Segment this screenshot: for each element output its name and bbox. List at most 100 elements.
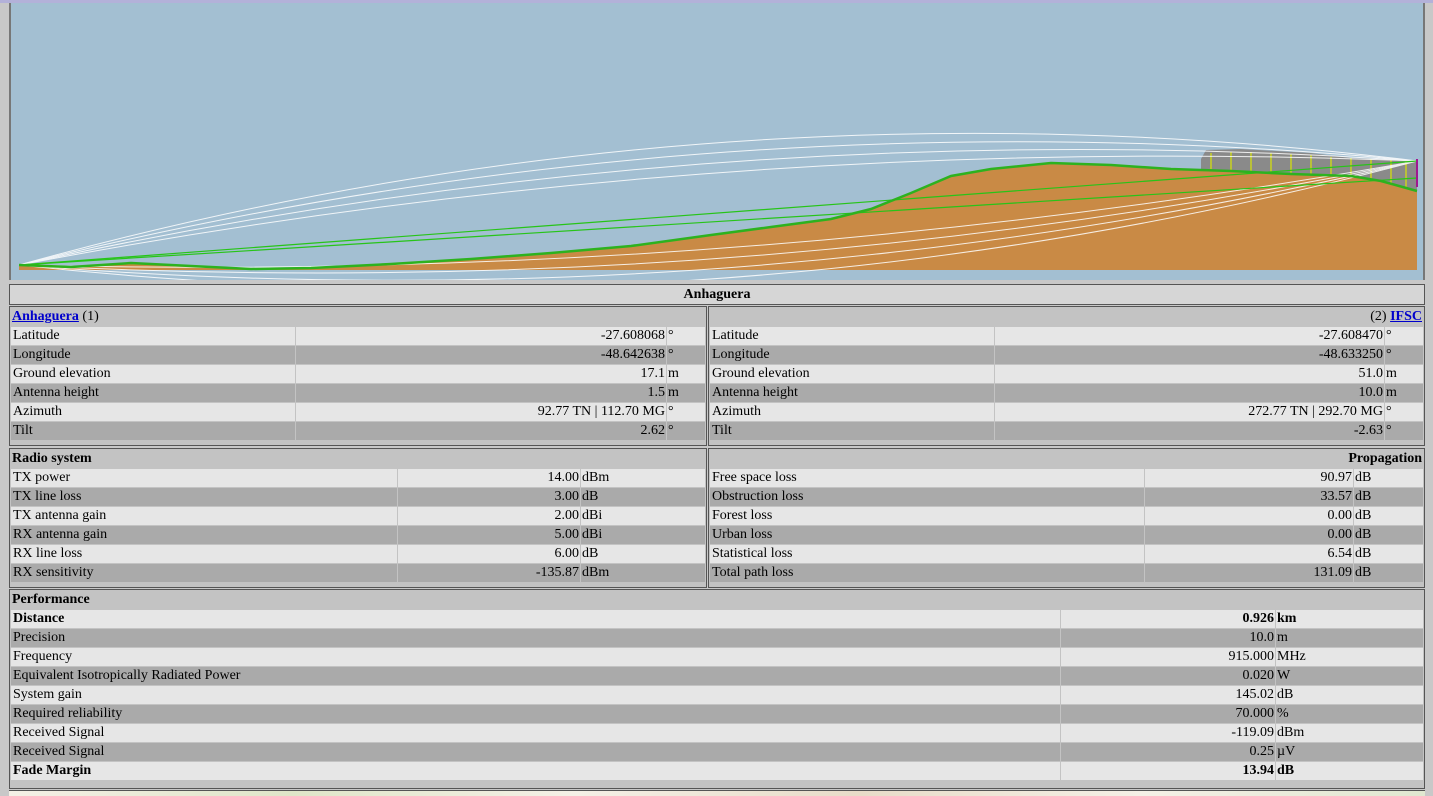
site2-value: 272.77 TN | 292.70 MG (995, 403, 1384, 421)
site1-label: Antenna height (11, 384, 295, 402)
site2-unit: ° (1385, 327, 1423, 345)
performance-row: Precision 10.0 m (11, 629, 1423, 647)
performance-row: Fade Margin 13.94 dB (11, 762, 1423, 780)
site2-link[interactable]: IFSC (1390, 309, 1422, 324)
performance-label: System gain (11, 686, 1060, 704)
propagation-panel: Propagation Free space loss 90.97 dB Obstru… (708, 448, 1425, 588)
propagation-unit: dB (1354, 545, 1423, 563)
site1-link[interactable]: Anhaguera (12, 309, 79, 324)
performance-unit: W (1276, 667, 1423, 685)
site1-row: Antenna height 1.5 m (11, 384, 705, 402)
site1-unit: ° (667, 403, 705, 421)
site1-label: Latitude (11, 327, 295, 345)
site2-row: Tilt -2.63 ° (710, 422, 1423, 440)
performance-value: 13.94 (1061, 762, 1275, 780)
radio-label: TX antenna gain (11, 507, 397, 525)
performance-label: Fade Margin (11, 762, 1060, 780)
site2-row: Latitude -27.608470 ° (710, 327, 1423, 345)
performance-value: 10.0 (1061, 629, 1275, 647)
site1-row: Latitude -27.608068 ° (11, 327, 705, 345)
site1-label: Ground elevation (11, 365, 295, 383)
radio-label: TX line loss (11, 488, 397, 506)
performance-unit: dBm (1276, 724, 1423, 742)
profile-chart (18, 132, 1418, 280)
propagation-value: 0.00 (1145, 526, 1353, 544)
site1-panel: Anhaguera (1) Latitude -27.608068 ° Longitu… (9, 306, 707, 446)
radio-row: TX antenna gain 2.00 dBi (11, 507, 705, 525)
performance-row: Equivalent Isotropically Radiated Power 0… (11, 667, 1423, 685)
site2-label: Longitude (710, 346, 994, 364)
site1-unit: m (667, 384, 705, 402)
propagation-table: Free space loss 90.97 dB Obstruction loss 33… (709, 468, 1424, 583)
performance-row: Required reliability 70.000% (11, 705, 1423, 723)
propagation-label: Statistical loss (710, 545, 1144, 563)
link-title: Anhaguera (9, 284, 1425, 305)
site1-table: Latitude -27.608068 ° Longitude -48.642638 ° G… (10, 326, 706, 441)
site1-value: 17.1 (296, 365, 666, 383)
performance-value: 145.02 (1061, 686, 1275, 704)
propagation-unit: dB (1354, 507, 1423, 525)
radio-row: TX line loss 3.00 dB (11, 488, 705, 506)
radio-value: 3.00 (398, 488, 580, 506)
site2-row: Antenna height 10.0 m (710, 384, 1423, 402)
performance-value: 0.926 (1061, 610, 1275, 628)
site2-label: Ground elevation (710, 365, 994, 383)
propagation-row: Statistical loss 6.54 dB (710, 545, 1423, 563)
performance-value: 915.000 (1061, 648, 1275, 666)
radio-label: TX power (11, 469, 397, 487)
radio-unit: dBi (581, 526, 705, 544)
propagation-label: Forest loss (710, 507, 1144, 525)
site2-label: Latitude (710, 327, 994, 345)
site2-row: Longitude -48.633250 ° (710, 346, 1423, 364)
site1-label: Azimuth (11, 403, 295, 421)
site2-value: 51.0 (995, 365, 1384, 383)
performance-label: Required reliability (11, 705, 1060, 723)
radio-value: -135.87 (398, 564, 580, 582)
site2-unit: ° (1385, 403, 1423, 421)
performance-row: Frequency 915.000 MHz (11, 648, 1423, 666)
performance-unit: dB (1276, 686, 1423, 704)
site2-label: Azimuth (710, 403, 994, 421)
radio-row: RX sensitivity -135.87 dBm (11, 564, 705, 582)
site2-unit: m (1385, 365, 1423, 383)
site2-table: Latitude -27.608470 ° Longitude -48.633250 ° G… (709, 326, 1424, 441)
propagation-value: 0.00 (1145, 507, 1353, 525)
radio-value: 2.00 (398, 507, 580, 525)
site2-value: -48.633250 (995, 346, 1384, 364)
site2-label: Antenna height (710, 384, 994, 402)
performance-value: 0.25 (1061, 743, 1275, 761)
radio-system-panel: Radio system TX power 14.00 dBm TX line los… (9, 448, 707, 588)
performance-row: Received Signal -119.09 dBm (11, 724, 1423, 742)
propagation-unit: dB (1354, 469, 1423, 487)
propagation-row: Obstruction loss 33.57 dB (710, 488, 1423, 506)
performance-label: Received Signal (11, 724, 1060, 742)
performance-label: Distance (11, 610, 1060, 628)
performance-unit: m (1276, 629, 1423, 647)
performance-label: Equivalent Isotropically Radiated Power (11, 667, 1060, 685)
site2-value: -2.63 (995, 422, 1384, 440)
site2-index: (2) (1370, 309, 1387, 324)
propagation-label: Free space loss (710, 469, 1144, 487)
line-of-sight (18, 160, 1418, 266)
propagation-row: Forest loss 0.00 dB (710, 507, 1423, 525)
site1-unit: ° (667, 327, 705, 345)
propagation-value: 131.09 (1145, 564, 1353, 582)
site1-header: Anhaguera (1) (10, 307, 706, 326)
site2-label: Tilt (710, 422, 994, 440)
performance-value: 70.000 (1061, 705, 1275, 723)
site1-index: (1) (82, 309, 99, 324)
site2-value: -27.608470 (995, 327, 1384, 345)
site1-value: -48.642638 (296, 346, 666, 364)
site1-value: 92.77 TN | 112.70 MG (296, 403, 666, 421)
performance-label: Precision (11, 629, 1060, 647)
propagation-row: Urban loss 0.00 dB (710, 526, 1423, 544)
radio-value: 6.00 (398, 545, 580, 563)
propagation-label: Obstruction loss (710, 488, 1144, 506)
performance-value: -119.09 (1061, 724, 1275, 742)
site2-row: Azimuth 272.77 TN | 292.70 MG ° (710, 403, 1423, 421)
performance-unit: MHz (1276, 648, 1423, 666)
performance-table: Distance 0.926 km Precision 10.0 m Frequency 91… (10, 609, 1424, 781)
propagation-value: 6.54 (1145, 545, 1353, 563)
radio-unit: dBi (581, 507, 705, 525)
propagation-unit: dB (1354, 564, 1423, 582)
